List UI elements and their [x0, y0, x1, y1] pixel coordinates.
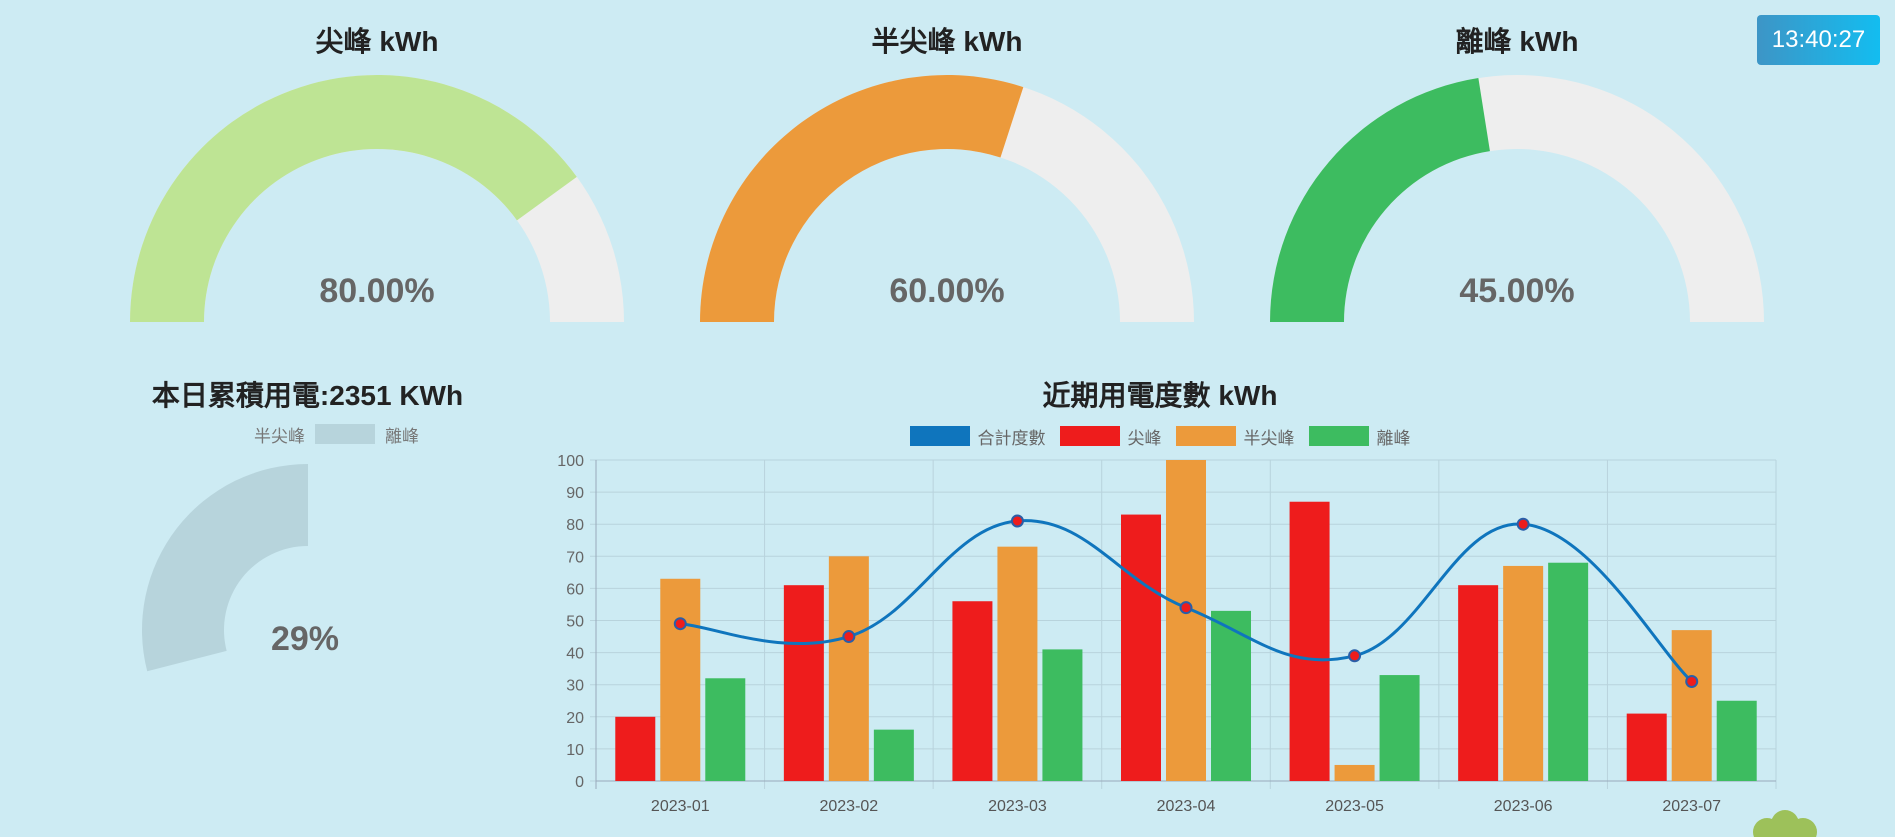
- bar: [660, 578, 701, 781]
- bar: [1042, 649, 1083, 781]
- chart-legend: 合計度數 尖峰 半尖峰 離峰: [880, 424, 1440, 448]
- legend-label: 半尖峰: [1243, 428, 1295, 448]
- gauge-chart: [130, 75, 624, 322]
- gauge-title: 半尖峰 kWh: [871, 26, 1023, 57]
- y-tick-label: 10: [566, 742, 584, 759]
- gauge-percent: 80.00%: [319, 272, 435, 310]
- bar: [1166, 460, 1206, 781]
- bar: [1458, 585, 1499, 781]
- x-tick-label: 2023-05: [1325, 798, 1384, 815]
- bar: [1334, 764, 1375, 781]
- bar: [997, 546, 1038, 781]
- chart-title: 近期用電度數 kWh: [1042, 380, 1278, 411]
- line-point: [1179, 601, 1193, 615]
- bar: [1503, 565, 1544, 781]
- gauge-fill: [1270, 78, 1490, 322]
- daily-legend: 半尖峰 離峰: [254, 424, 419, 446]
- bar: [705, 678, 746, 781]
- y-tick-label: 20: [566, 710, 584, 727]
- legend-label: 離峰: [1376, 428, 1411, 448]
- legend-label-half-peak[interactable]: 半尖峰: [254, 426, 305, 446]
- gauge-percent: 45.00%: [1459, 272, 1575, 310]
- bar: [952, 601, 993, 781]
- daily-percent: 29%: [270, 620, 340, 658]
- legend-label-off-peak[interactable]: 離峰: [385, 426, 419, 446]
- clock-badge: 13:40:27: [1757, 15, 1880, 65]
- legend-swatch: [1308, 426, 1369, 446]
- line-point: [1516, 517, 1530, 531]
- x-tick-label: 2023-02: [819, 798, 878, 815]
- y-tick-label: 70: [566, 549, 584, 566]
- bar: [1121, 514, 1161, 781]
- y-tick-label: 50: [566, 614, 584, 631]
- gauge-fill: [130, 75, 577, 322]
- bar: [1211, 610, 1251, 781]
- legend-label: 尖峰: [1127, 428, 1162, 448]
- bar: [828, 556, 869, 781]
- x-tick-label: 2023-01: [651, 798, 710, 815]
- y-tick-label: 30: [566, 678, 584, 695]
- line-point: [1010, 514, 1024, 528]
- monthly-usage-chart: 0 10 20 30 40 50 60 70 80 90 100 2023-01 2023-02 2023…: [557, 453, 1777, 815]
- gauge-fill: [700, 74, 1024, 322]
- tree-icon: [1753, 810, 1817, 837]
- x-tick-label: 2023-03: [988, 798, 1047, 815]
- line-point: [1348, 649, 1362, 663]
- bar: [1289, 501, 1330, 781]
- gauge-title: 離峰 kWh: [1455, 26, 1579, 57]
- x-tick-label: 2023-06: [1494, 798, 1553, 815]
- legend-label: 合計度數: [977, 428, 1046, 448]
- y-tick-label: 40: [566, 646, 584, 663]
- bar: [1548, 562, 1589, 781]
- x-tick-label: 2023-07: [1662, 798, 1721, 815]
- legend-swatch: [1175, 426, 1236, 446]
- y-tick-label: 100: [557, 453, 584, 470]
- line-point: [842, 630, 856, 644]
- legend-item-half-peak[interactable]: 半尖峰: [1175, 424, 1295, 449]
- x-tick-label: 2023-04: [1157, 798, 1216, 815]
- line-point: [1685, 674, 1699, 688]
- bar: [1626, 713, 1667, 781]
- legend-item-off-peak[interactable]: 離峰: [1308, 424, 1411, 449]
- bar: [783, 585, 824, 781]
- legend-item-peak[interactable]: 尖峰: [1059, 424, 1162, 449]
- y-tick-label: 90: [566, 485, 584, 502]
- bar: [615, 716, 656, 781]
- bar: [1671, 630, 1712, 781]
- gauge-percent: 60.00%: [889, 272, 1005, 310]
- y-tick-label: 60: [566, 581, 584, 598]
- bar: [1716, 700, 1757, 781]
- gauge-title: 尖峰 kWh: [315, 26, 439, 57]
- gauge-chart: [700, 74, 1194, 322]
- gauge-chart: [1270, 75, 1764, 322]
- legend-swatch: [1059, 426, 1120, 446]
- y-tick-label: 80: [566, 517, 584, 534]
- bar: [1379, 675, 1420, 781]
- line-point: [673, 617, 687, 631]
- bar: [873, 729, 914, 781]
- legend-swatch: [909, 426, 970, 446]
- legend-item-total[interactable]: 合計度數: [909, 424, 1046, 449]
- daily-usage-title: 本日累積用電:2351 KWh: [151, 380, 464, 411]
- y-tick-label: 0: [575, 774, 584, 791]
- legend-swatch[interactable]: [315, 424, 375, 444]
- donut-segment: [142, 464, 308, 672]
- daily-donut-chart: [142, 464, 308, 672]
